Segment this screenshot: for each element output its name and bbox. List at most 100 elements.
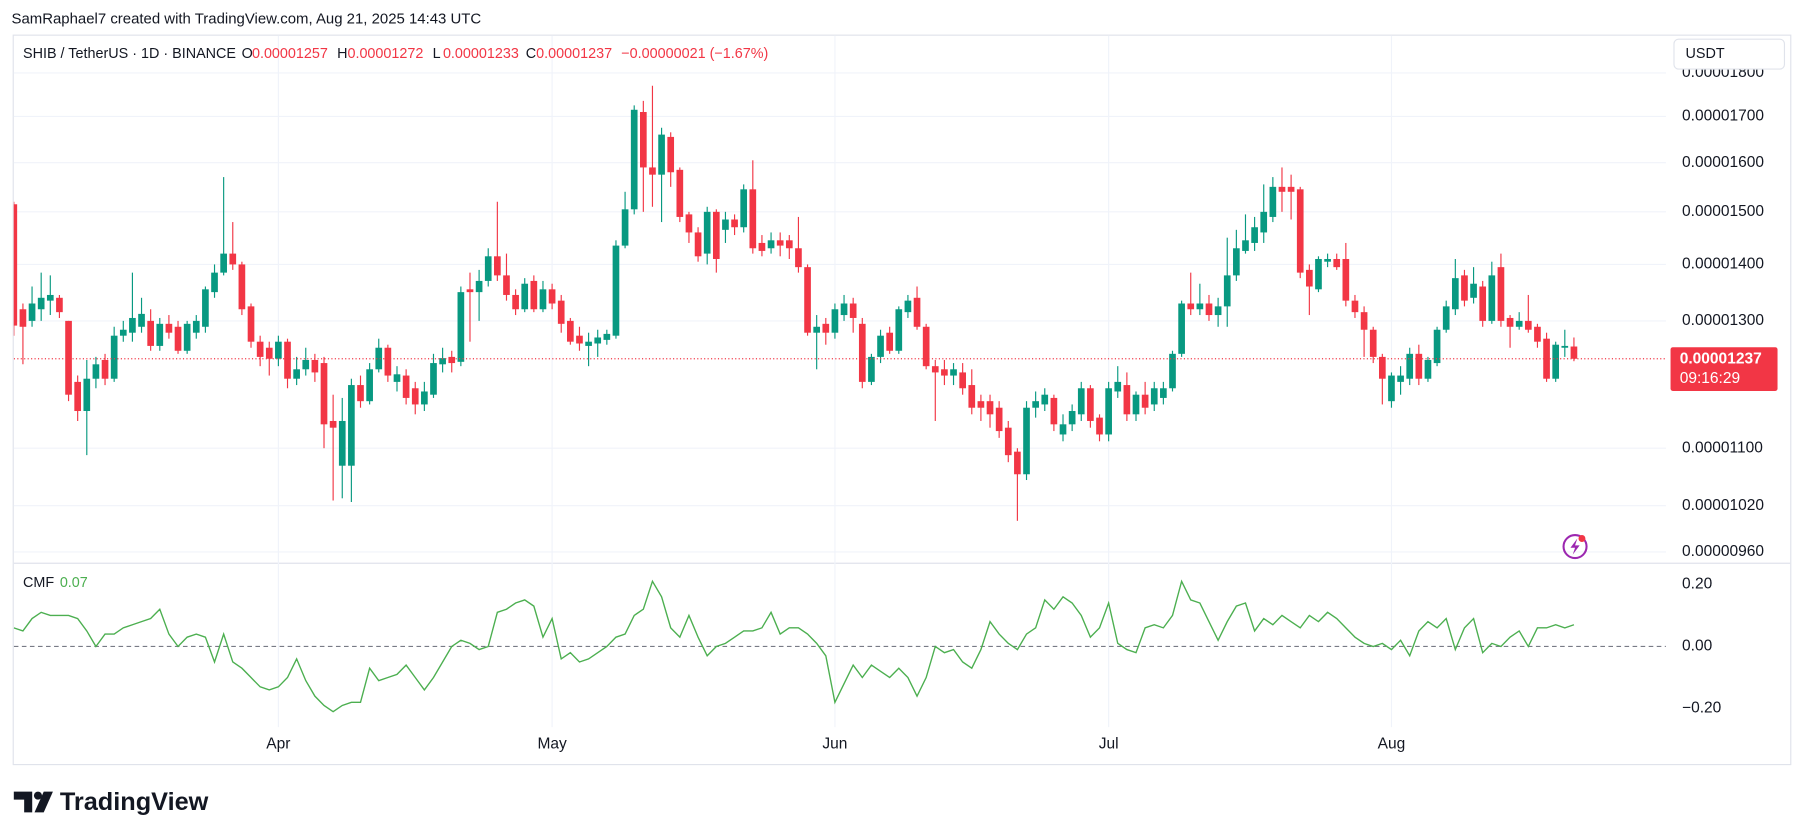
candle-body [731,219,738,228]
y-tick-label: 0.00001400 [1682,256,1764,273]
candle-body [922,326,930,367]
candle-body [1160,388,1167,398]
candle-body [931,366,939,373]
candle-body [977,401,985,408]
candle-body [740,189,748,228]
candle-body [1470,283,1477,298]
candle-body [1442,306,1450,330]
currency[interactable]: USDT [1685,46,1724,62]
candle-body [1296,189,1304,273]
candle-body [539,289,547,310]
candle-body [375,347,383,370]
candle-body [685,214,693,233]
candle-body [147,320,154,346]
candle-body [411,388,419,405]
candle-body [302,359,310,370]
candle-body [1050,397,1058,425]
candle-body [1333,258,1341,268]
candle-body [1178,303,1185,354]
price-pane [13,85,1666,521]
alert-icon[interactable] [1562,534,1588,560]
candle-body [1169,353,1176,389]
candle-body [174,326,182,351]
y-tick-label: 0.00001500 [1682,203,1764,220]
candle-body [1561,345,1569,348]
countdown: 09:16:29 [1680,370,1740,387]
candle-body [439,358,446,365]
candle-body [557,300,565,324]
candle-body [1132,394,1140,415]
candle-body [238,264,246,310]
currency-button[interactable] [1673,38,1786,70]
candle-body [484,256,492,281]
candle-body [1461,275,1468,301]
candle-body [868,356,875,382]
candle-body [46,294,54,301]
candle-body [1023,407,1030,475]
candle-body [703,211,711,254]
cmf-pane [13,579,1666,713]
candle-body [767,240,775,249]
candle-body [1068,411,1076,425]
candle-body [895,309,903,351]
candle-body [594,337,602,344]
candle-body [649,167,656,175]
candle-body [1114,381,1122,392]
candle-body [1214,306,1222,316]
candle-body [722,219,729,230]
candle-body [1004,427,1012,456]
candle-body [220,253,227,273]
candle-body [1315,258,1322,290]
candle-body [119,329,127,336]
change: −0.00000021 (−1.67%) [621,46,768,62]
y-tick-label: −0.20 [1682,700,1722,717]
candle-body [1379,356,1386,379]
candle-body [1287,186,1295,192]
candle-body [129,317,136,333]
candle-body [19,309,27,327]
candle-body [1351,300,1359,313]
candle-body [904,300,912,313]
candle-body [421,391,428,405]
symbol: SHIB / TetherUS · 1D · BINANCE [23,46,236,62]
candle-body [1123,385,1131,415]
x-tick-label: Jul [1099,736,1119,753]
candle-body [1059,424,1067,435]
candle-body [776,240,784,246]
candle-body [886,332,894,351]
candle-body [1360,312,1368,330]
x-tick-label: Aug [1378,736,1406,753]
candle-body [74,381,82,412]
candle-body [83,378,91,412]
candle-body [1324,258,1331,262]
price-label: 0.00001237 [1680,350,1762,367]
candle-body [1077,388,1085,415]
candle-body [676,169,684,217]
price-label-box [1670,347,1778,391]
candle-body [712,211,720,259]
candle-body [1388,375,1395,402]
candle-body [494,256,501,276]
candle-body [110,335,118,379]
candle-body [1233,248,1240,276]
candle-body [822,323,830,333]
candle-body [229,253,237,265]
candle-body [1415,353,1423,379]
y-tick-label: 0.00001300 [1682,312,1764,329]
x-tick-label: Apr [266,736,290,753]
candle-body [694,232,702,257]
candle-body [621,209,629,246]
candle-body [521,283,529,310]
candle-body [1479,286,1487,321]
candle-body [393,374,401,382]
candle-body [192,320,200,333]
candle-body [311,359,319,373]
candle-body [877,335,884,357]
candle-body [247,306,255,342]
candle-body [840,303,848,316]
candle-body [366,369,373,402]
candle-body [950,369,957,376]
candle-body [275,341,282,359]
